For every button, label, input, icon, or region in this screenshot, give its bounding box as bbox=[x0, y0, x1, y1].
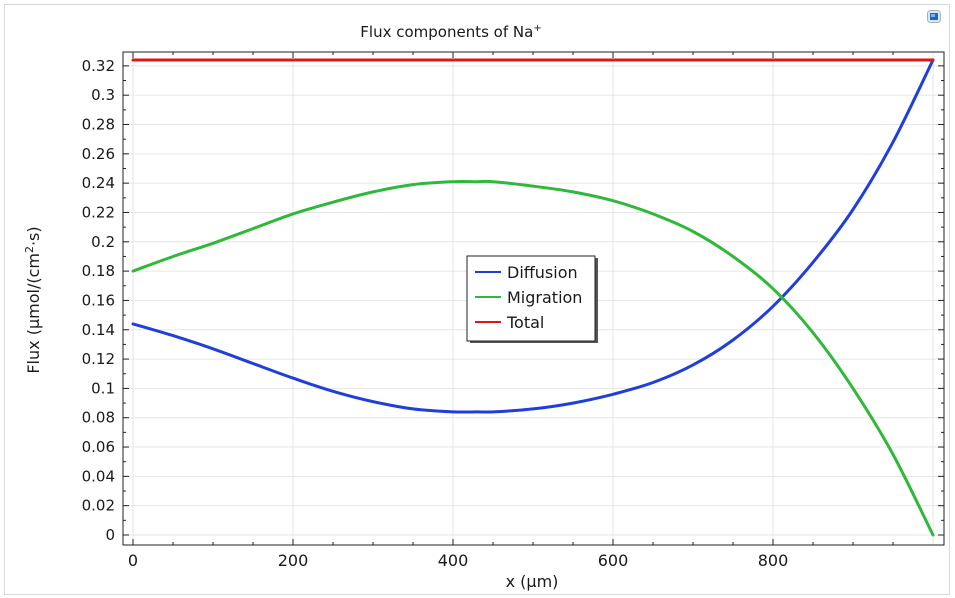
image-toggle-icon[interactable] bbox=[927, 10, 941, 23]
x-axis: 0 200 400 600 800 bbox=[128, 52, 894, 570]
series-layer bbox=[131, 58, 935, 537]
legend-label-diffusion: Diffusion bbox=[507, 263, 578, 282]
y-tick-label: 0.28 bbox=[82, 116, 115, 134]
y-tick-label: 0.08 bbox=[82, 409, 115, 427]
y-tick-label: 0.02 bbox=[82, 497, 115, 515]
x-tick-label: 600 bbox=[598, 551, 629, 570]
y-tick-label: 0.12 bbox=[82, 350, 115, 368]
legend-label-migration: Migration bbox=[507, 288, 582, 307]
y-tick-label: 0.16 bbox=[82, 291, 115, 309]
y-tick-label: 0.1 bbox=[91, 379, 115, 397]
y-tick-label: 0.06 bbox=[82, 438, 115, 456]
series-line-diffusion bbox=[131, 58, 935, 414]
y-tick-label: 0.14 bbox=[82, 321, 115, 339]
x-tick-label: 400 bbox=[438, 551, 469, 570]
y-tick-label: 0.04 bbox=[82, 467, 115, 485]
chart-title: Flux components of Na+ bbox=[360, 23, 541, 41]
legend-label-total: Total bbox=[506, 313, 544, 332]
y-tick-label: 0.22 bbox=[82, 203, 115, 221]
legend: Diffusion Migration Total bbox=[466, 255, 598, 343]
y-tick-label: 0.24 bbox=[82, 174, 115, 192]
y-axis-label: Flux (µmol/(cm2·s) bbox=[23, 226, 43, 373]
series-line-migration bbox=[131, 179, 935, 537]
y-tick-label: 0 bbox=[105, 526, 115, 544]
y-tick-label: 0.3 bbox=[91, 86, 115, 104]
y-tick-label: 0.2 bbox=[91, 233, 115, 251]
x-tick-label: 200 bbox=[278, 551, 309, 570]
y-tick-label: 0.18 bbox=[82, 262, 115, 280]
x-axis-label: x (µm) bbox=[506, 572, 559, 591]
x-tick-label: 0 bbox=[128, 551, 138, 570]
x-tick-label: 800 bbox=[758, 551, 789, 570]
y-tick-label: 0.32 bbox=[82, 57, 115, 75]
y-axis: 0 0.02 0.04 0.06 0.08 0.1 0.12 0.14 0.16 0.18 0.2 0… bbox=[82, 57, 944, 544]
legend-box bbox=[466, 255, 596, 342]
y-tick-label: 0.26 bbox=[82, 145, 115, 163]
